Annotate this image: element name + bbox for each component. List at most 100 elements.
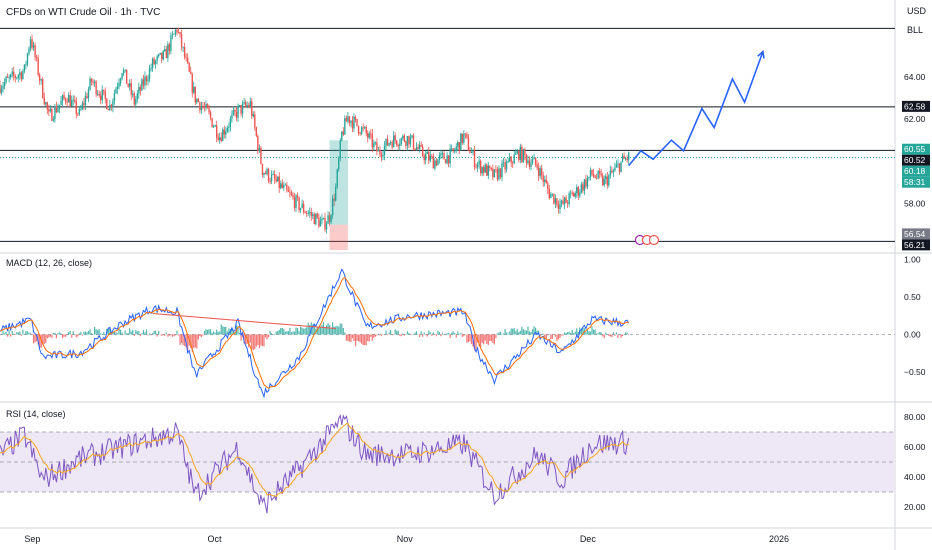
candle-body	[272, 174, 274, 176]
macd-histogram-bar	[435, 334, 437, 337]
macd-histogram-bar	[429, 332, 431, 335]
overlay-layer	[329, 50, 765, 250]
macd-histogram-bar	[130, 331, 132, 335]
candle-body	[438, 155, 441, 160]
candle-body	[341, 131, 343, 141]
candle-body	[197, 98, 200, 102]
candle-body	[135, 99, 137, 105]
price-tick-label: 64.00	[904, 72, 926, 82]
candle-body	[429, 155, 431, 161]
candle-body	[447, 155, 450, 164]
candle-body	[557, 205, 560, 209]
candle-body	[257, 136, 259, 151]
candle-body	[370, 133, 372, 135]
macd-histogram-bar	[505, 332, 508, 335]
candle-body	[457, 142, 459, 147]
macd-histogram-bar	[151, 333, 154, 335]
macd-histogram-bar	[187, 334, 189, 352]
candle-body	[254, 114, 256, 128]
macd-histogram-bar	[330, 328, 332, 335]
price-axis-badge-text: 56.21	[904, 240, 926, 250]
candle-body	[157, 54, 160, 57]
macd-label[interactable]: MACD (12, 26, close)	[6, 258, 92, 268]
candle-body	[67, 95, 70, 103]
macd-histogram-bar	[126, 333, 128, 335]
candle-body	[344, 118, 346, 135]
macd-histogram-bar	[365, 334, 367, 346]
macd-histogram-bar	[502, 333, 505, 335]
candle-body	[298, 197, 300, 211]
macd-histogram-bar	[100, 333, 102, 335]
candle-body	[109, 104, 111, 111]
candle-body	[196, 98, 198, 103]
macd-histogram-bar	[278, 329, 280, 335]
macd-histogram-bar	[476, 334, 479, 343]
macd-histogram-bar	[316, 327, 318, 335]
candle-body	[156, 56, 158, 61]
candle-body	[283, 185, 285, 188]
candle-body	[550, 194, 552, 199]
macd-histogram-bar	[168, 334, 170, 336]
projection-path	[628, 51, 764, 167]
candle-body	[484, 164, 486, 173]
time-tick-label: Dec	[580, 534, 597, 544]
macd-histogram-bar	[335, 326, 337, 335]
macd-histogram-bar	[295, 327, 297, 335]
price-axis-badge	[902, 228, 930, 240]
macd-histogram-bar	[209, 329, 212, 335]
candle-body	[6, 76, 9, 78]
candle-body	[35, 57, 38, 58]
chart-title[interactable]: CFDs on WTI Crude Oil · 1h · TVC	[6, 7, 160, 18]
rsi-label[interactable]: RSI (14, close)	[6, 409, 66, 419]
candle-body	[605, 176, 607, 179]
macd-histogram-bar	[205, 329, 207, 335]
candle-body	[266, 168, 268, 175]
candle-body	[69, 95, 71, 107]
candle-body	[339, 140, 341, 159]
macd-histogram-bar	[161, 334, 163, 337]
candle-body	[89, 78, 91, 90]
candle-body	[25, 64, 27, 66]
candle-body	[209, 112, 212, 118]
macd-histogram-bar	[116, 333, 119, 335]
macd-histogram-bar	[158, 330, 160, 335]
candle-body	[55, 106, 58, 113]
macd-histogram-bar	[606, 334, 608, 335]
candle-body	[106, 98, 108, 110]
candle-body	[347, 116, 349, 122]
candle-body	[333, 198, 335, 201]
candle-body	[492, 168, 494, 178]
macd-histogram-bar	[72, 331, 74, 335]
macd-histogram-bar	[274, 334, 276, 335]
unit-label[interactable]: BLL	[907, 25, 923, 35]
candle-body	[165, 49, 168, 59]
macd-histogram-bar	[455, 334, 457, 338]
candle-body	[310, 212, 312, 216]
macd-histogram-bar	[509, 331, 511, 335]
candle-body	[394, 135, 396, 141]
macd-histogram-bar	[162, 334, 164, 335]
candle-body	[234, 110, 236, 112]
candle-body	[403, 135, 406, 142]
candle-body	[565, 197, 567, 203]
currency-label[interactable]: USD	[907, 6, 927, 16]
projection-arrowhead	[757, 50, 765, 59]
candle-body	[415, 147, 418, 150]
candle-body	[251, 101, 253, 117]
macd-histogram-bar	[448, 332, 450, 335]
candle-body	[507, 160, 509, 163]
candle-body	[246, 105, 248, 107]
price-axis-badge-text: 60.52	[904, 155, 926, 165]
macd-histogram-bar	[55, 334, 58, 339]
macd-histogram-bar	[23, 333, 26, 335]
macd-histogram-bar	[206, 329, 209, 335]
candle-body	[476, 164, 479, 168]
candle-body	[241, 103, 244, 114]
candle-body	[280, 183, 282, 189]
macd-histogram-bar	[414, 332, 416, 335]
candle-body	[380, 154, 383, 157]
macd-histogram-bar	[139, 334, 141, 337]
macd-histogram-bar	[467, 334, 470, 342]
candle-body	[153, 58, 155, 65]
